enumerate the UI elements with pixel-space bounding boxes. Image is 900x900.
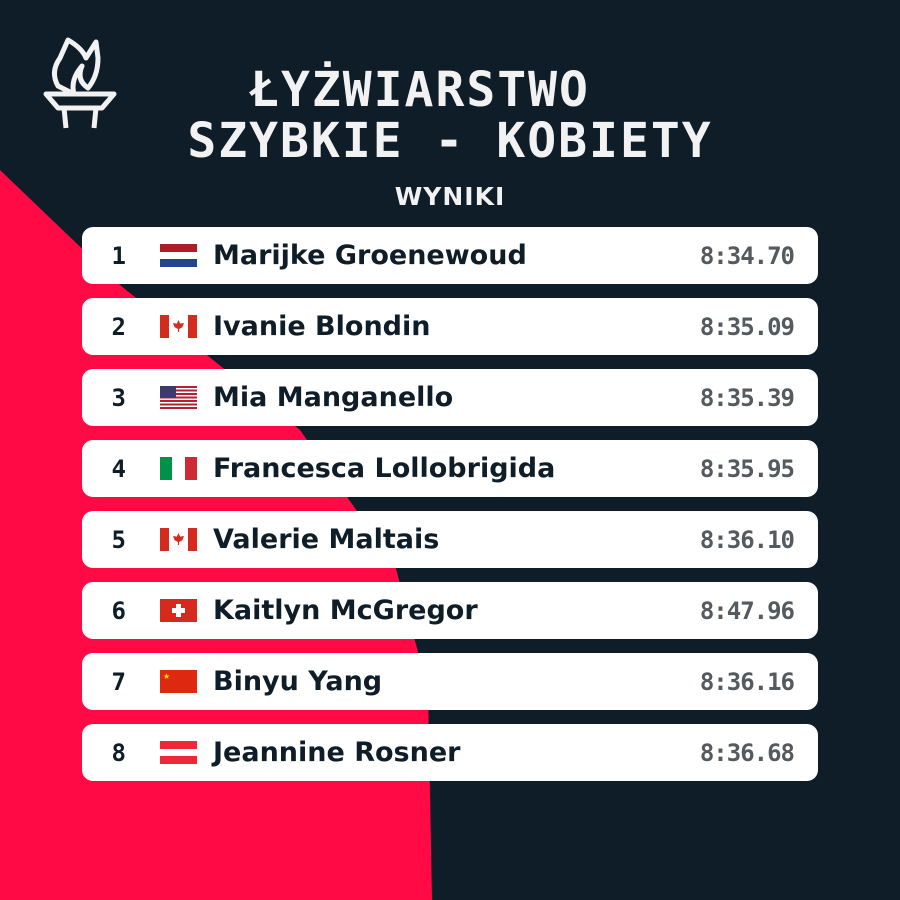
rank: 3 xyxy=(111,383,126,412)
result-row: 5 Valerie Maltais 8:36.10 xyxy=(82,511,818,568)
flag-austria-icon xyxy=(160,741,197,764)
result-row: 8 Jeannine Rosner 8:36.68 xyxy=(82,724,818,781)
result-row: 1 Marijke Groenewoud 8:34.70 xyxy=(82,227,818,284)
athlete-name: Mia Manganello xyxy=(213,382,454,413)
subtitle: WYNIKI xyxy=(394,182,506,211)
rank: 7 xyxy=(111,667,126,696)
result-time: 8:34.70 xyxy=(699,241,795,270)
flag-canada-icon xyxy=(160,528,197,551)
rank: 2 xyxy=(111,312,126,341)
athlete-name: Marijke Groenewoud xyxy=(213,240,527,271)
result-time: 8:36.16 xyxy=(699,667,795,696)
result-row: 4 Francesca Lollobrigida 8:35.95 xyxy=(82,440,818,497)
result-time: 8:35.95 xyxy=(699,454,795,483)
result-row: 6 Kaitlyn McGregor 8:47.96 xyxy=(82,582,818,639)
result-row: 7 ★ Binyu Yang 8:36.16 xyxy=(82,653,818,710)
result-time: 8:36.68 xyxy=(699,738,795,767)
title-line-2: SZYBKIE - KOBIETY xyxy=(187,113,713,169)
result-row: 3 Mia Manganello 8:35.39 xyxy=(82,369,818,426)
rank: 4 xyxy=(111,454,126,483)
rank: 1 xyxy=(111,241,126,270)
athlete-name: Ivanie Blondin xyxy=(213,311,431,342)
result-time: 8:36.10 xyxy=(699,525,795,554)
athlete-name: Binyu Yang xyxy=(213,666,383,697)
athlete-name: Kaitlyn McGregor xyxy=(213,595,478,626)
result-time: 8:35.39 xyxy=(699,383,795,412)
result-time: 8:35.09 xyxy=(699,312,795,341)
athlete-name: Francesca Lollobrigida xyxy=(213,453,556,484)
rank: 6 xyxy=(111,596,126,625)
result-time: 8:47.96 xyxy=(699,596,795,625)
result-row: 2 Ivanie Blondin 8:35.09 xyxy=(82,298,818,355)
flag-switzerland-icon xyxy=(160,599,197,622)
flag-china-icon: ★ xyxy=(160,670,197,693)
rank: 8 xyxy=(111,738,126,767)
rank: 5 xyxy=(111,525,126,554)
title-line-1: ŁYŻWIARSTWO xyxy=(250,62,590,118)
athlete-name: Jeannine Rosner xyxy=(213,737,461,768)
athlete-name: Valerie Maltais xyxy=(213,524,440,555)
flag-canada-icon xyxy=(160,315,197,338)
torch-icon xyxy=(43,37,117,129)
flag-usa-icon xyxy=(160,386,197,409)
flag-netherlands-icon xyxy=(160,244,197,267)
flag-italy-icon xyxy=(160,457,197,480)
